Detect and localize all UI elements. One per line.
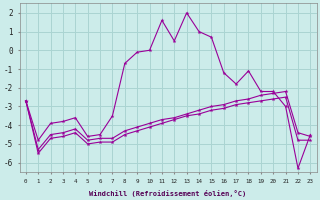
X-axis label: Windchill (Refroidissement éolien,°C): Windchill (Refroidissement éolien,°C) (90, 190, 247, 197)
